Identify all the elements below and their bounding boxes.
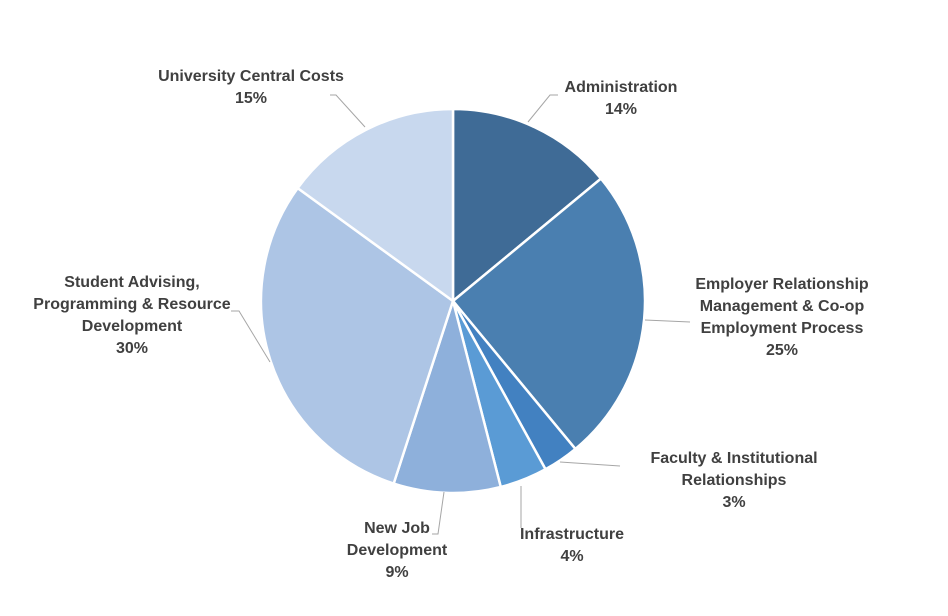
pie-slice-university-central-costs: [295, 107, 455, 304]
data-label-value: 9%: [385, 564, 409, 581]
pie-slice-administration: [451, 107, 603, 304]
leader-lines: [231, 94, 691, 535]
data-label-text: Development: [346, 542, 448, 559]
data-label-text: Management & Co-op: [699, 298, 865, 315]
data-label-text: University Central Costs: [158, 68, 344, 85]
data-label-infrastructure: Infrastructure 4%: [520, 524, 624, 568]
data-label-text: Administration: [564, 79, 678, 96]
pie-slices: [259, 107, 647, 495]
data-label-text: New Job: [364, 520, 430, 537]
data-label-administration: Administration 14%: [565, 77, 678, 121]
data-label-text: Faculty & Institutional: [650, 450, 818, 467]
data-label-text: Development: [81, 318, 183, 335]
leader-line-faculty-institutional: [559, 461, 621, 467]
data-label-value: 30%: [115, 340, 149, 357]
data-label-text: Employment Process: [700, 320, 864, 337]
pie-slice-employer-relationship: [451, 176, 647, 451]
data-label-faculty-institutional: Faculty & Institutional Relationships 3%: [650, 448, 817, 514]
leader-line-administration: [527, 94, 558, 123]
leader-line-student-advising: [231, 310, 271, 363]
data-label-student-advising: Student Advising, Programming & Resource D…: [33, 272, 230, 360]
data-label-value: 15%: [234, 90, 268, 107]
data-label-text: Student Advising,: [64, 274, 200, 291]
data-label-text: Programming & Resource: [33, 296, 231, 313]
data-label-value: 4%: [560, 548, 584, 565]
data-label-text: Relationships: [681, 472, 787, 489]
leader-line-new-job-development: [432, 491, 445, 535]
leader-line-employer-relationship: [644, 319, 691, 323]
data-label-value: 25%: [765, 342, 799, 359]
data-label-new-job-development: New Job Development 9%: [347, 518, 447, 584]
data-label-value: 3%: [722, 494, 746, 511]
leader-line-university-central-costs: [330, 94, 366, 128]
data-label-value: 14%: [604, 101, 638, 118]
data-label-university-central-costs: University Central Costs 15%: [158, 66, 344, 110]
pie-slice-student-advising: [259, 186, 455, 486]
data-label-text: Infrastructure: [519, 526, 625, 543]
pie-slice-new-job-development: [392, 296, 503, 495]
data-label-employer-relationship: Employer Relationship Management & Co-op E…: [695, 274, 868, 362]
data-label-text: Employer Relationship: [695, 276, 869, 293]
